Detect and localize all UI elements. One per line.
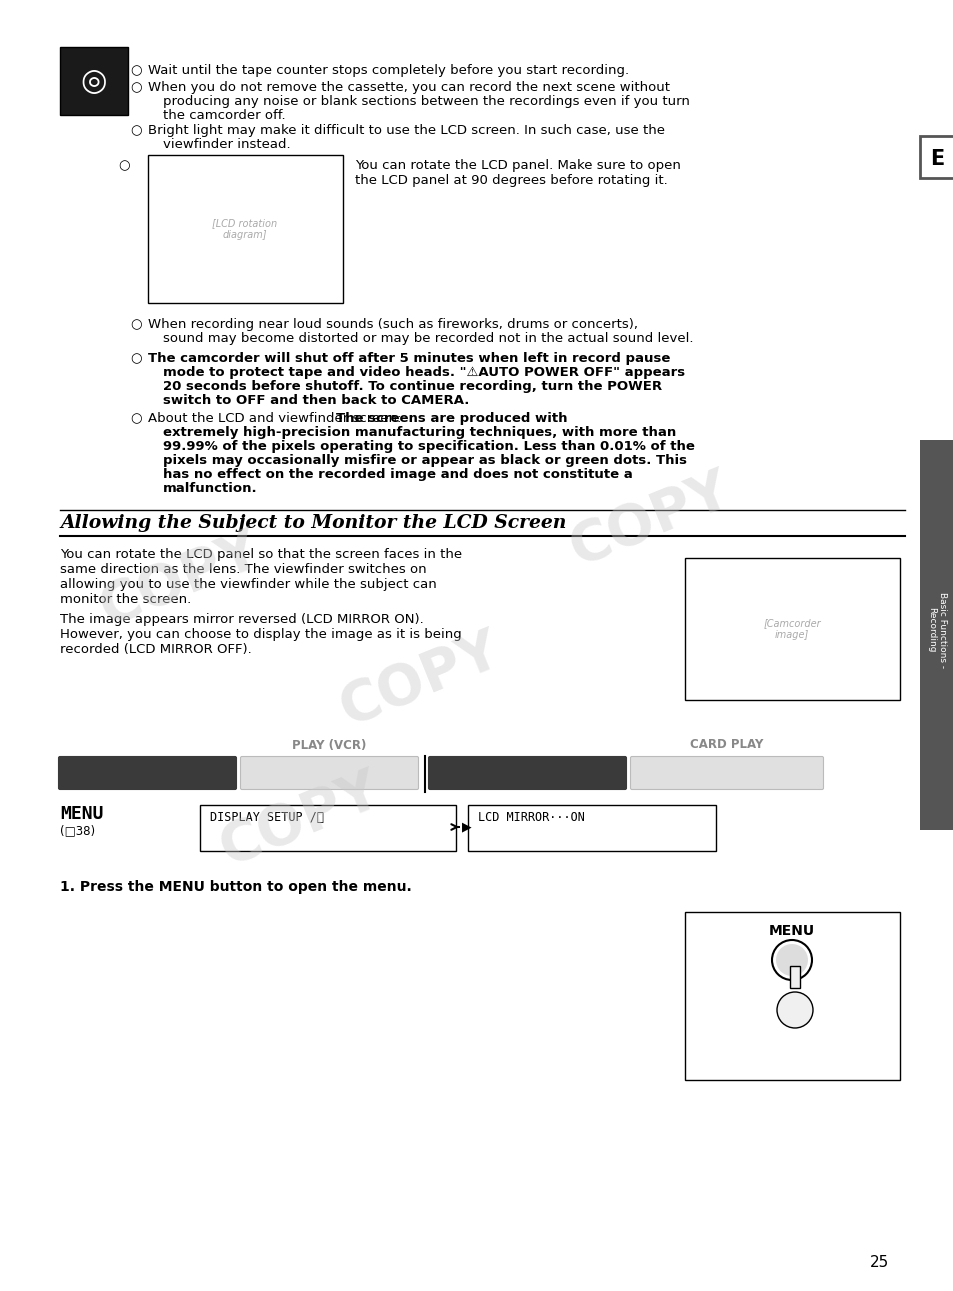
Text: ○: ○ — [131, 318, 142, 330]
Text: monitor the screen.: monitor the screen. — [60, 593, 191, 605]
Text: Basic Functions -
Recording: Basic Functions - Recording — [926, 593, 945, 667]
Bar — [684, 558, 899, 700]
Text: CAMERA: CAMERA — [119, 738, 174, 751]
Bar — [919, 440, 953, 830]
Text: ○: ○ — [131, 81, 142, 94]
Text: malfunction.: malfunction. — [163, 482, 257, 494]
Text: E: E — [929, 148, 943, 169]
Text: ○: ○ — [131, 352, 142, 365]
FancyBboxPatch shape — [630, 757, 822, 790]
Text: CARD PLAY: CARD PLAY — [690, 738, 763, 751]
Bar — [200, 806, 456, 851]
FancyBboxPatch shape — [428, 757, 626, 790]
Text: MENU: MENU — [768, 924, 814, 939]
Text: ○: ○ — [131, 412, 142, 425]
Text: About the LCD and viewfinder screen:: About the LCD and viewfinder screen: — [148, 412, 405, 425]
Text: When you do not remove the cassette, you can record the next scene without: When you do not remove the cassette, you… — [148, 81, 669, 94]
Bar — [148, 155, 343, 303]
Text: viewfinder instead.: viewfinder instead. — [163, 138, 291, 151]
FancyBboxPatch shape — [58, 757, 236, 790]
Text: COPY: COPY — [332, 624, 508, 737]
Text: extremely high-precision manufacturing techniques, with more than: extremely high-precision manufacturing t… — [163, 426, 676, 439]
Text: [LCD rotation
diagram]: [LCD rotation diagram] — [213, 218, 277, 240]
Text: The camcorder will shut off after 5 minutes when left in record pause: The camcorder will shut off after 5 minu… — [148, 352, 670, 365]
Bar — [684, 911, 899, 1081]
Text: 25: 25 — [869, 1255, 889, 1270]
Text: Allowing the Subject to Monitor the LCD Screen: Allowing the Subject to Monitor the LCD … — [60, 514, 566, 532]
Text: You can rotate the LCD panel so that the screen faces in the: You can rotate the LCD panel so that the… — [60, 547, 461, 562]
Text: same direction as the lens. The viewfinder switches on: same direction as the lens. The viewfind… — [60, 563, 426, 576]
Text: You can rotate the LCD panel. Make sure to open: You can rotate the LCD panel. Make sure … — [355, 159, 680, 172]
Text: the LCD panel at 90 degrees before rotating it.: the LCD panel at 90 degrees before rotat… — [355, 174, 667, 187]
Text: ○: ○ — [131, 65, 142, 77]
Circle shape — [776, 991, 812, 1028]
Text: switch to OFF and then back to CAMERA.: switch to OFF and then back to CAMERA. — [163, 394, 469, 407]
Text: CARD CAMERA: CARD CAMERA — [478, 738, 575, 751]
Text: ○: ○ — [131, 124, 142, 137]
Text: The image appears mirror reversed (LCD MIRROR ON).: The image appears mirror reversed (LCD M… — [60, 613, 423, 626]
Text: ◎: ◎ — [81, 67, 107, 97]
Bar — [468, 806, 716, 851]
Text: ○: ○ — [118, 159, 130, 172]
Text: COPY: COPY — [212, 763, 388, 877]
Text: producing any noise or blank sections between the recordings even if you turn: producing any noise or blank sections be… — [163, 96, 689, 108]
Text: allowing you to use the viewfinder while the subject can: allowing you to use the viewfinder while… — [60, 578, 436, 591]
Text: MENU: MENU — [60, 806, 103, 822]
Text: mode to protect tape and video heads. "⚠AUTO POWER OFF" appears: mode to protect tape and video heads. "⚠… — [163, 367, 684, 380]
Text: Bright light may make it difficult to use the LCD screen. In such case, use the: Bright light may make it difficult to us… — [148, 124, 664, 137]
Text: Wait until the tape counter stops completely before you start recording.: Wait until the tape counter stops comple… — [148, 65, 628, 77]
Circle shape — [775, 944, 807, 976]
Text: DISPLAY SETUP /ⓘ: DISPLAY SETUP /ⓘ — [210, 811, 324, 824]
Text: sound may become distorted or may be recorded not in the actual sound level.: sound may become distorted or may be rec… — [163, 332, 693, 345]
Text: However, you can choose to display the image as it is being: However, you can choose to display the i… — [60, 627, 461, 642]
Text: 20 seconds before shutoff. To continue recording, turn the POWER: 20 seconds before shutoff. To continue r… — [163, 380, 661, 392]
Text: has no effect on the recorded image and does not constitute a: has no effect on the recorded image and … — [163, 469, 632, 482]
Text: pixels may occasionally misfire or appear as black or green dots. This: pixels may occasionally misfire or appea… — [163, 454, 686, 467]
Bar — [919, 136, 953, 178]
Text: the camcorder off.: the camcorder off. — [163, 108, 285, 123]
Text: ▶: ▶ — [461, 821, 471, 834]
Text: 1. Press the MENU button to open the menu.: 1. Press the MENU button to open the men… — [60, 880, 412, 893]
Text: 99.99% of the pixels operating to specification. Less than 0.01% of the: 99.99% of the pixels operating to specif… — [163, 440, 694, 453]
FancyBboxPatch shape — [240, 757, 418, 790]
Text: LCD MIRROR···ON: LCD MIRROR···ON — [477, 811, 584, 824]
Bar — [789, 966, 800, 988]
Text: (□38): (□38) — [60, 824, 95, 837]
Text: recorded (LCD MIRROR OFF).: recorded (LCD MIRROR OFF). — [60, 643, 252, 656]
Text: When recording near loud sounds (such as fireworks, drums or concerts),: When recording near loud sounds (such as… — [148, 318, 638, 330]
Text: PLAY (VCR): PLAY (VCR) — [292, 738, 366, 751]
Text: COPY: COPY — [91, 523, 268, 636]
Text: The screens are produced with: The screens are produced with — [335, 412, 567, 425]
Text: [Camcorder
image]: [Camcorder image] — [762, 618, 820, 640]
Text: COPY: COPY — [561, 463, 738, 577]
Bar — [60, 46, 128, 115]
